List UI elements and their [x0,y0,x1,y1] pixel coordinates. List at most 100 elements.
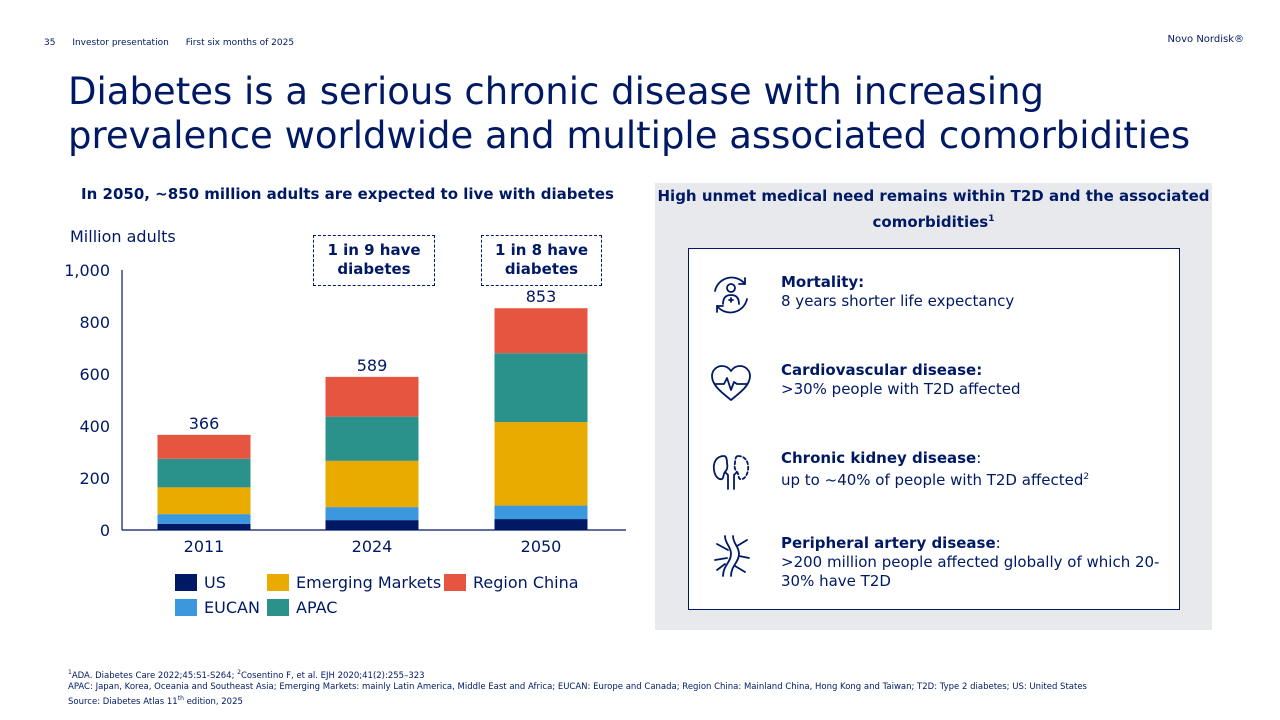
y-tick-label: 0 [100,521,110,540]
callout-2024-line1: 1 in 9 have [327,241,421,259]
bar-region-china-2011 [157,434,251,459]
panel-heading: High unmet medical need remains within T… [655,185,1212,234]
total-label-2011: 366 [189,414,220,433]
legend-label-us: US [204,573,226,592]
footnote-source-end: edition, 2025 [183,696,243,707]
total-labels: 366 589 853 [189,287,557,433]
y-tick-label: 200 [79,469,110,488]
kidney-icon [712,455,750,490]
panel-heading-line2-text: comorbidities [872,213,989,231]
kidney-title-row: Chronic kidney disease: [781,449,1161,468]
footnote-ref2: Cosentino F, et al. EJH 2020;41(2):255–3… [240,670,425,681]
artery-icon [714,535,750,577]
callout-2024-line2: diabetes [337,260,411,278]
bars [157,308,588,530]
bar-apac-2050 [494,353,588,423]
bar-emerging-markets-2050 [494,422,588,506]
slide-header: 35 Investor presentation First six month… [44,38,308,48]
x-tick-label-2024: 2024 [352,537,393,556]
legend-label-region-china: Region China [473,573,579,592]
bar-us-2050 [494,519,588,530]
bar-eucan-2011 [157,514,251,524]
mortality-detail: 8 years shorter life expectancy [781,292,1015,310]
panel-heading-line2: comorbidities1 [655,208,1212,234]
panel-heading-line1: High unmet medical need remains within T… [657,187,1210,205]
y-tick-label: 600 [79,365,110,384]
kidney-title-colon: : [976,449,982,467]
x-axis-ticks: 2011 2024 2050 [184,537,562,556]
peripheral-artery-title-row: Peripheral artery disease: [781,534,1161,553]
cardiovascular-detail: >30% people with T2D affected [781,380,1021,398]
legend-apac: APAC [267,598,337,617]
footnote-line2: APAC: Japan, Korea, Oceania and Southeas… [68,681,1087,692]
cardiovascular-title: Cardiovascular disease: [781,361,983,379]
peripheral-artery-text: Peripheral artery disease: >200 million … [781,534,1161,591]
total-label-2050: 853 [526,287,557,306]
footnotes: 1ADA. Diabetes Care 2022;45:S1-S264; 2Co… [68,667,1228,708]
callout-2050: 1 in 8 have diabetes [481,235,602,286]
unmet-need-panel: High unmet medical need remains within T… [655,183,1212,630]
legend-us: US [175,573,226,592]
legend-swatch-emerging-markets [267,574,289,591]
footnote-line3: Source: Diabetes Atlas 11th edition, 202… [68,693,1228,708]
brand-label: Novo Nordisk® [1167,34,1244,45]
bar-apac-2024 [325,416,419,461]
footnote-line1: 1ADA. Diabetes Care 2022;45:S1-S264; 2Co… [68,667,1228,682]
comorbidity-list: Mortality: 8 years shorter life expectan… [688,248,1180,610]
peripheral-artery-title: Peripheral artery disease [781,534,996,552]
presentation-name: Investor presentation [72,38,169,48]
kidney-detail: up to ~40% of people with T2D affected [781,471,1084,489]
y-axis-label: Million adults [70,227,176,246]
peripheral-artery-title-colon: : [995,534,1001,552]
legend-label-emerging-markets: Emerging Markets [296,573,442,592]
cardiovascular-text: Cardiovascular disease: >30% people with… [781,361,1161,399]
legend-swatch-us [175,574,197,591]
y-tick-label: 1,000 [64,261,110,280]
bar-us-2011 [157,523,251,530]
kidney-detail-row: up to ~40% of people with T2D affected2 [781,468,1161,490]
footnote-source: Source: Diabetes Atlas 11 [68,696,178,707]
chart-heading: In 2050, ~850 million adults are expecte… [81,185,614,203]
x-tick-label-2011: 2011 [184,537,225,556]
callout-2050-line2: diabetes [504,260,579,278]
stacked-bar-chart: Million adults 0 200 400 600 800 1,000 366 589… [64,227,626,556]
footnote-ref1: ADA. Diabetes Care 2022;45:S1-S264; [71,670,238,681]
bar-emerging-markets-2024 [325,460,419,508]
x-tick-label-2050: 2050 [521,537,562,556]
page-number: 35 [44,38,56,48]
slide-title: Diabetes is a serious chronic disease wi… [68,70,1191,157]
bar-emerging-markets-2011 [157,487,251,515]
mortality-text: Mortality: 8 years shorter life expectan… [781,273,1161,311]
panel-heading-sup: 1 [988,214,995,224]
y-axis-ticks: 0 200 400 600 800 1,000 [64,261,110,540]
bar-region-china-2050 [494,308,588,354]
footnote-sup1: 1 [68,669,72,676]
legend-swatch-apac [267,599,289,616]
kidney-title: Chronic kidney disease [781,449,977,467]
bar-eucan-2024 [325,507,419,521]
legend-swatch-eucan [175,599,197,616]
legend-region-china: Region China [444,573,579,592]
total-label-2024: 589 [357,356,388,375]
peripheral-artery-detail: >200 million people affected globally of… [781,553,1160,590]
legend-label-eucan: EUCAN [204,598,260,617]
heart-icon [711,365,751,401]
legend-eucan: EUCAN [175,598,260,617]
callout-2050-line1: 1 in 8 have [494,241,589,259]
legend-swatch-region-china [444,574,466,591]
kidney-sup: 2 [1083,472,1090,482]
period-label: First six months of 2025 [185,38,295,48]
bar-us-2024 [325,520,419,530]
y-tick-label: 800 [79,313,110,332]
kidney-text: Chronic kidney disease: up to ~40% of pe… [781,449,1161,490]
bar-apac-2011 [157,458,251,488]
footnote-source-sup: th [177,694,184,702]
bar-region-china-2024 [325,376,419,417]
bar-eucan-2050 [494,505,588,520]
legend-label-apac: APAC [296,598,338,617]
mortality-title: Mortality: [781,273,865,291]
mortality-icon [714,276,748,314]
callout-2024: 1 in 9 have diabetes [313,235,435,286]
y-tick-label: 400 [79,417,110,436]
footnote-sup2: 2 [237,669,241,676]
